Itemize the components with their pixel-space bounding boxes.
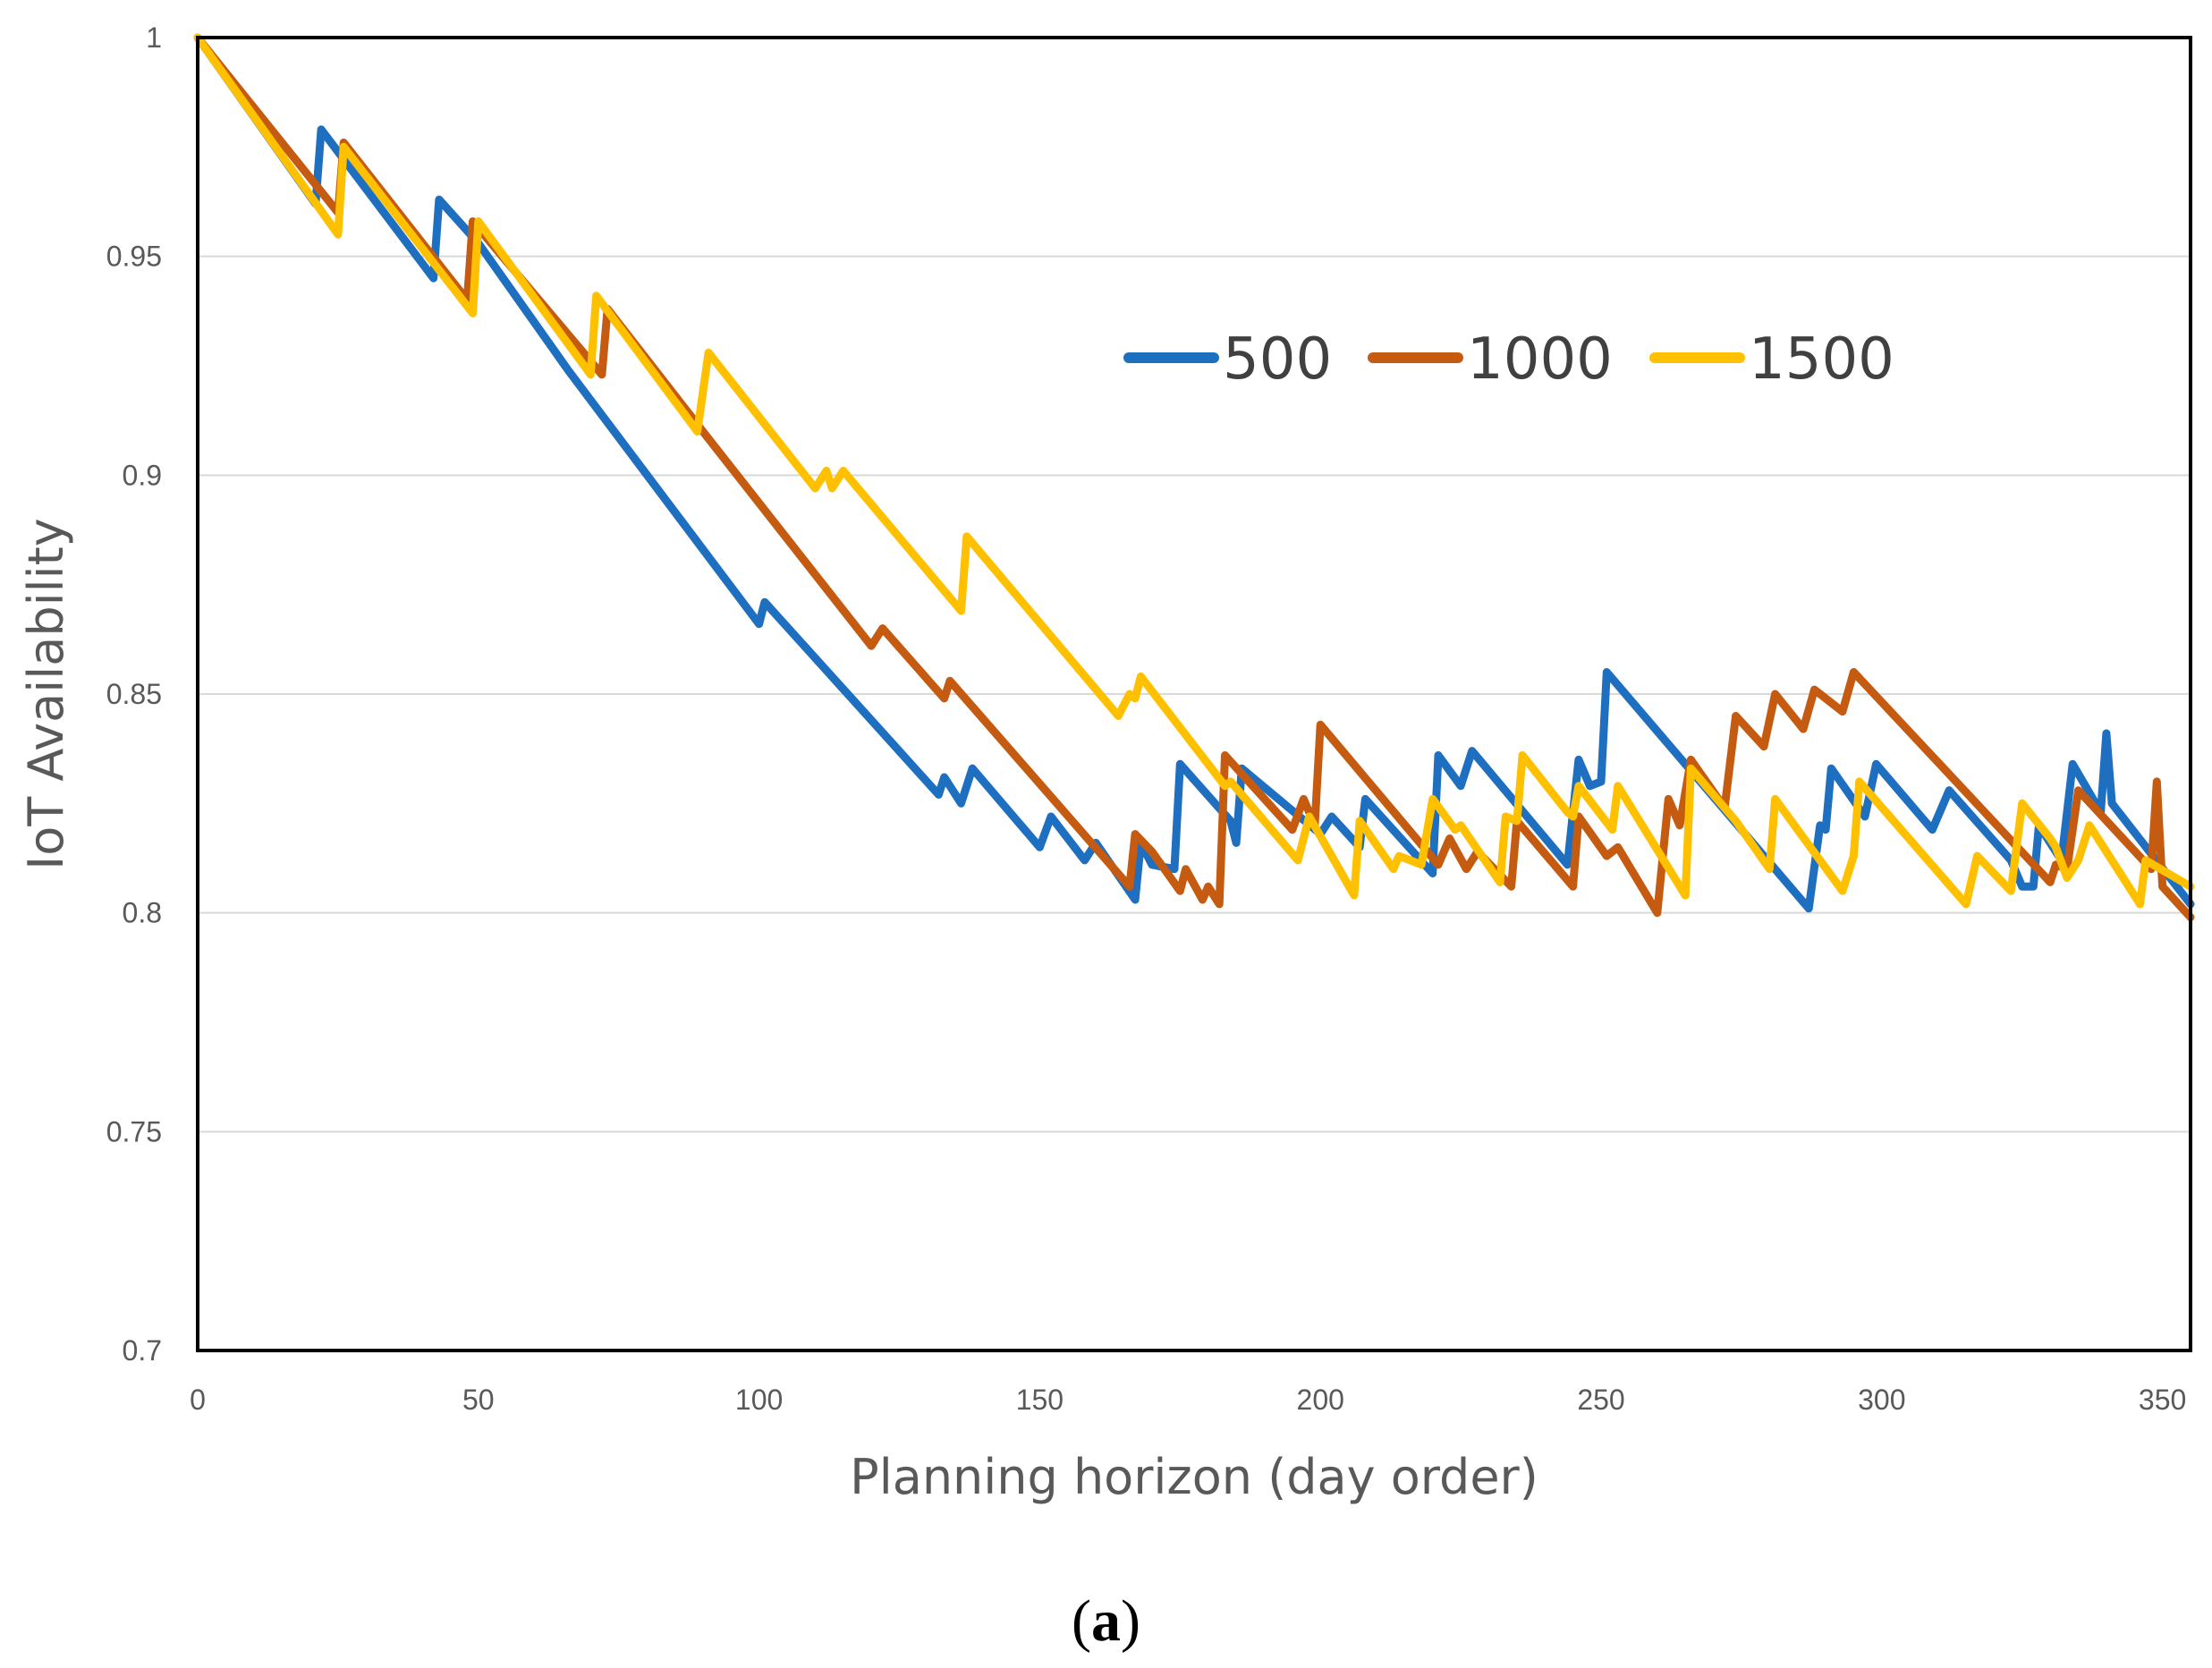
caption-open-paren: ( [1072, 1588, 1091, 1654]
x-tick-label: 200 [1297, 1384, 1344, 1416]
y-tick-label: 0.9 [123, 459, 162, 491]
series-line-1500 [193, 33, 2195, 909]
series-line-1000 [193, 33, 2195, 922]
x-tick-label: 0 [190, 1384, 206, 1416]
y-tick-label: 0.85 [106, 678, 162, 710]
caption-close-paren: ) [1121, 1588, 1140, 1654]
gridlines [198, 255, 2191, 1133]
x-axis-ticks: 0 50 100 150 200 250 300 350 [190, 1384, 2186, 1416]
x-tick-label: 50 [462, 1384, 495, 1416]
y-tick-label: 1 [146, 21, 162, 54]
x-tick-label: 150 [1016, 1384, 1064, 1416]
x-tick-label: 350 [2139, 1384, 2186, 1416]
x-tick-label: 300 [1858, 1384, 1905, 1416]
series-lines [193, 33, 2195, 922]
x-tick-label: 100 [735, 1384, 783, 1416]
legend: 500 1000 1500 [1123, 326, 1894, 393]
legend-label-1500: 1500 [1749, 326, 1894, 393]
caption-label: a [1091, 1588, 1121, 1654]
x-axis-title: Planning horizon (day order) [850, 1449, 1538, 1505]
y-tick-label: 0.95 [106, 241, 162, 273]
y-axis-ticks: 0.7 0.75 0.8 0.85 0.9 0.95 1 [106, 21, 162, 1367]
legend-label-500: 500 [1223, 326, 1332, 393]
series-line-500 [193, 33, 2195, 913]
x-tick-label: 250 [1577, 1384, 1624, 1416]
y-axis-title: IoT Availability [18, 518, 74, 869]
y-tick-label: 0.7 [123, 1334, 162, 1367]
legend-label-1000: 1000 [1467, 326, 1613, 393]
figure-caption: (a) [0, 1588, 2212, 1655]
plot-frame [196, 36, 2192, 1352]
y-tick-label: 0.75 [106, 1115, 162, 1147]
y-tick-label: 0.8 [123, 897, 162, 929]
